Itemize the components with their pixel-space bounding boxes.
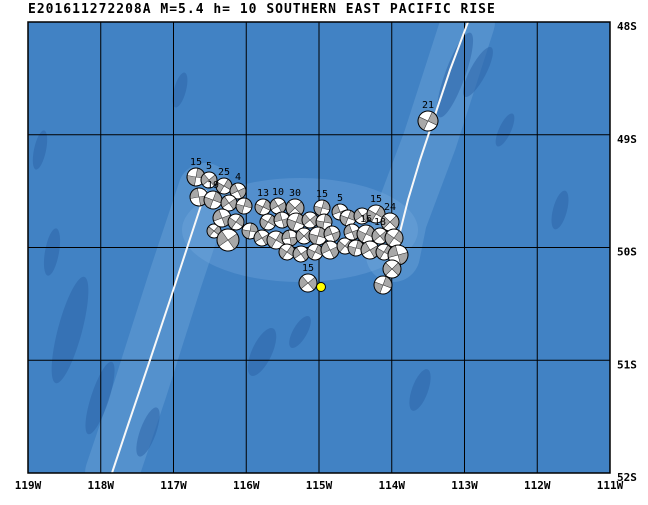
lat-axis-label: 51S [617, 358, 637, 371]
focal-mechanism-beachball [200, 171, 218, 189]
bathymetry-patch [136, 407, 160, 457]
bathymetry-patch [43, 228, 61, 276]
focal-mechanism-beachball [227, 213, 245, 231]
event-day-label: 19 [207, 180, 219, 191]
lon-axis-label: 116W [233, 479, 260, 492]
bathymetry-patch [289, 316, 311, 348]
focal-mechanism-beachball [212, 208, 232, 228]
event-day-label: 16 [360, 214, 372, 225]
bathymetry-patch [85, 361, 115, 435]
event-day-label: 25 [218, 167, 230, 178]
event-day-label: 24 [384, 202, 396, 213]
lon-axis-label: 117W [160, 479, 187, 492]
lon-axis-label: 114W [379, 479, 406, 492]
focal-mechanism-beachball [215, 177, 233, 195]
event-day-label: 15 [302, 263, 314, 274]
focal-mechanism-beachball [285, 198, 305, 218]
focal-mechanism-beachball [313, 199, 331, 217]
plate-boundary-line [111, 189, 207, 473]
event-day-label: 15 [190, 157, 202, 168]
lon-axis-label: 118W [88, 479, 115, 492]
bathymetry-patch [32, 130, 48, 170]
focal-mechanism-beachball [269, 197, 287, 215]
focal-mechanism-beachball [298, 273, 318, 293]
event-day-label: 5 [206, 161, 212, 172]
lon-axis-label: 111W [597, 479, 624, 492]
bathymetry-patch [51, 276, 89, 384]
lon-axis-label: 113W [451, 479, 478, 492]
lon-axis-label: 119W [15, 479, 42, 492]
event-day-label: 13 [257, 188, 269, 199]
lat-axis-label: 49S [617, 133, 637, 146]
event-day-label: 15 [370, 194, 382, 205]
event-day-label: 21 [422, 100, 434, 111]
focal-mechanism-beachball [203, 190, 223, 210]
bathymetry-patch [409, 369, 431, 411]
focal-mechanism-beachball [384, 228, 404, 248]
focal-mechanism-beachball [382, 259, 402, 279]
event-day-label: 18 [374, 217, 386, 228]
bathymetry-patch [172, 72, 188, 108]
lat-axis-label: 48S [617, 20, 637, 33]
map-title: E201611272208A M=5.4 h= 10 SOUTHERN EAST… [28, 2, 496, 17]
focal-mechanism-beachball [373, 275, 393, 295]
lat-axis-label: 50S [617, 246, 637, 259]
lon-axis-label: 112W [524, 479, 551, 492]
event-day-label: 30 [289, 188, 301, 199]
event-day-label: 15 [316, 189, 328, 200]
focal-mechanism-beachball [278, 243, 296, 261]
focal-mechanism-beachball [353, 207, 371, 225]
focal-mechanism-beachball [216, 228, 240, 252]
focal-mechanism-beachball [220, 194, 238, 212]
focal-mechanism-beachball [323, 225, 341, 243]
bathymetry-patch [495, 113, 515, 147]
focal-mechanism-beachball [254, 198, 272, 216]
event-day-label: 4 [235, 172, 241, 183]
event-day-label: 10 [272, 187, 284, 198]
event-highlight-dot [316, 282, 326, 292]
focal-mechanism-beachball [315, 213, 333, 231]
map-frame [27, 21, 611, 474]
event-day-label: 5 [337, 193, 343, 204]
lon-axis-label: 115W [306, 479, 333, 492]
bathymetry-patch [463, 46, 493, 98]
focal-mechanism-beachball [360, 240, 380, 260]
bathymetry-patch [247, 328, 277, 376]
focal-mechanism-beachball [417, 110, 439, 132]
focal-mechanism-beachball [371, 227, 389, 245]
bathymetry-patch [551, 190, 569, 230]
focal-mechanism-beachball [235, 197, 253, 215]
focal-mechanism-beachball [229, 182, 247, 200]
lat-axis-label: 52S [617, 471, 637, 484]
